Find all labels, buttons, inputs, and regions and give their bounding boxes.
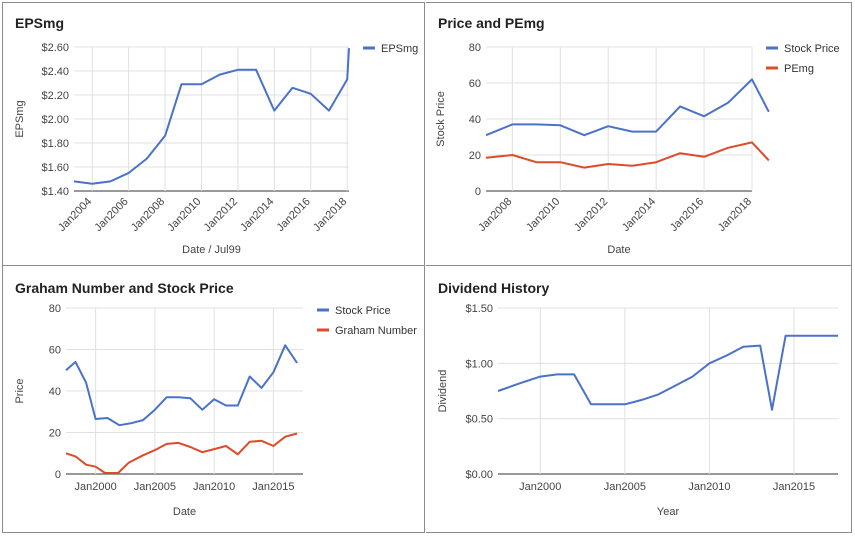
graham-number-and-stock-price-x-axis-label: Date [173,506,196,518]
series-line-stock-price [65,344,298,427]
x-tick-label: Jan2004 [56,196,94,234]
y-tick-label: $1.50 [465,303,493,315]
y-tick-label: 20 [469,150,481,162]
epsmg-title: EPSmg [15,15,64,31]
dividend-history-title: Dividend History [438,280,549,296]
y-tick-label: $1.60 [41,162,69,174]
y-tick-label: 40 [49,386,61,398]
y-tick-label: 40 [469,114,481,126]
x-tick-label: Jan2010 [165,196,203,234]
y-tick-label: 60 [469,78,481,90]
y-tick-label: $1.80 [41,138,69,150]
x-tick-label: Jan2014 [238,196,276,234]
dividend-history-svg: Dividend History $0.00 $0.50 $1.00 $1.50 Jan2… [437,280,838,518]
y-tick-label: $2.20 [41,90,69,102]
x-tick-label: Jan2012 [572,196,610,234]
x-tick-label: Jan2010 [688,481,730,493]
epsmg-x-axis-label: Date / Jul99 [182,244,241,256]
price-and-pemg-title: Price and PEmg [438,15,545,31]
graham-number-and-stock-price-y-axis-label: Price [14,378,26,403]
x-tick-label: Jan2018 [311,196,349,234]
x-tick-label: Jan2005 [604,481,646,493]
y-tick-label: $0.00 [465,469,493,481]
x-tick-label: Jan2000 [75,481,117,493]
y-tick-label: $2.60 [41,42,69,54]
y-tick-label: $0.50 [465,414,493,426]
x-tick-label: Jan2014 [620,196,658,234]
x-tick-label: Jan2000 [519,481,561,493]
price-and-pemg-y-axis-label: Stock Price [435,91,447,147]
x-tick-label: Jan2015 [252,481,294,493]
dividend-history-x-axis-label: Year [657,506,680,518]
y-tick-label: $2.40 [41,66,69,78]
x-tick-label: Jan2012 [202,196,240,234]
chart-panel-price-pemg: Price and PEmg 0 20 40 60 80 Jan2008 Jan2010 Jan… [426,2,852,266]
series-line-graham-number [65,432,298,474]
price-and-pemg-x-axis-label: Date [607,244,630,256]
series-line-stock-price [485,78,770,137]
graham-number-and-stock-price-title: Graham Number and Stock Price [15,280,234,296]
legend-label: Stock Price [335,305,391,317]
price-and-pemg-svg: Price and PEmg 0 20 40 60 80 Jan2008 Jan2010 Jan… [435,15,840,256]
y-tick-label: 60 [49,345,61,357]
x-tick-label: Jan2006 [92,196,130,234]
legend-label: Stock Price [784,43,840,55]
y-tick-label: 20 [49,428,61,440]
x-tick-label: Jan2005 [134,481,176,493]
chart-panel-epsmg: EPSmg $1.40 $1.60 $1.80 $2.00 $2.20 $2.40 $2.60… [2,2,425,266]
y-tick-label: $1.00 [465,358,493,370]
y-tick-label: 0 [475,186,481,198]
x-tick-label: Jan2018 [716,196,754,234]
legend-label: EPSmg [381,43,418,55]
x-tick-label: Jan2016 [275,196,313,234]
dividend-history-y-axis-label: Dividend [437,370,449,413]
x-tick-label: Jan2016 [668,196,706,234]
series-line-epsmg [73,48,350,185]
x-tick-label: Jan2008 [129,196,167,234]
x-tick-label: Jan2008 [476,196,514,234]
y-tick-label: 80 [469,42,481,54]
x-tick-label: Jan2010 [193,481,235,493]
epsmg-svg: EPSmg $1.40 $1.60 $1.80 $2.00 $2.20 $2.40 $2.60… [14,15,418,256]
legend-label: Graham Number [335,325,417,337]
graham-number-and-stock-price-svg: Graham Number and Stock Price 0 20 40 60 80 Ja… [14,280,417,518]
epsmg-y-axis-label: EPSmg [14,100,26,137]
y-tick-label: 0 [55,469,61,481]
y-tick-label: 80 [49,303,61,315]
series-line-dividend-history [497,334,838,411]
chart-panel-dividend: Dividend History $0.00 $0.50 $1.00 $1.50 Jan2… [426,266,852,533]
y-tick-label: $1.40 [41,186,69,198]
x-tick-label: Jan2010 [524,196,562,234]
y-tick-label: $2.00 [41,114,69,126]
series-line-pemg [485,141,770,169]
legend-label: PEmg [784,63,814,75]
chart-panel-graham: Graham Number and Stock Price 0 20 40 60 80 Ja… [2,266,425,533]
x-tick-label: Jan2015 [773,481,815,493]
